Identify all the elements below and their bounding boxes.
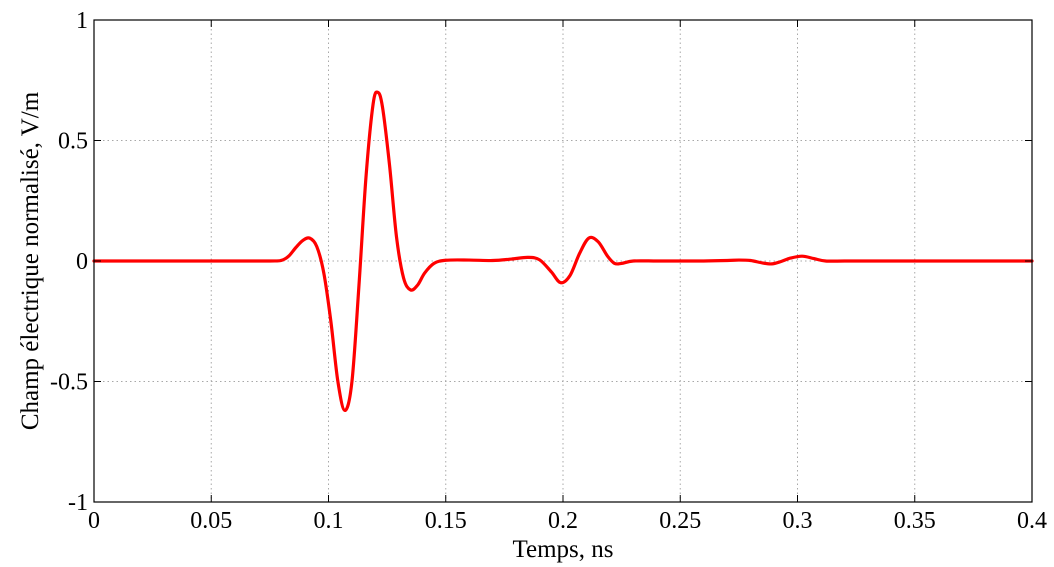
x-tick-label: 0.2 bbox=[548, 508, 578, 534]
y-tick-label: 1 bbox=[76, 8, 88, 34]
y-axis-label: Champ électrique normalisé, V/m bbox=[17, 91, 44, 430]
x-axis-label: Temps, ns bbox=[512, 536, 613, 563]
x-tick-label: 0 bbox=[88, 508, 100, 534]
x-tick-label: 0.15 bbox=[425, 508, 467, 534]
x-tick-label: 0.1 bbox=[314, 508, 344, 534]
y-tick-label: 0.5 bbox=[58, 129, 88, 155]
y-tick-label: -1 bbox=[68, 490, 88, 516]
x-tick-label: 0.4 bbox=[1017, 508, 1047, 534]
y-tick-label: 0 bbox=[76, 249, 88, 275]
x-tick-label: 0.35 bbox=[894, 508, 936, 534]
y-tick-label: -0.5 bbox=[50, 370, 88, 396]
x-tick-label: 0.05 bbox=[190, 508, 232, 534]
x-tick-label: 0.3 bbox=[783, 508, 813, 534]
x-tick-label: 0.25 bbox=[659, 508, 701, 534]
